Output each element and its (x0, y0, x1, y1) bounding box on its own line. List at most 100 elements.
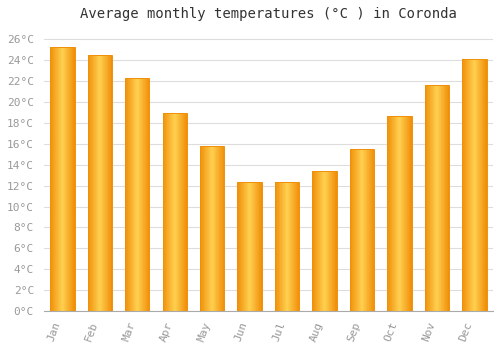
Bar (245, 182, 246, 311)
Bar (296, 182, 297, 311)
Bar (246, 182, 247, 311)
Bar (424, 85, 426, 311)
Bar (243, 182, 244, 311)
Bar (165, 113, 166, 311)
Bar (249, 182, 250, 311)
Bar (65, 47, 66, 311)
Bar (370, 149, 371, 311)
Bar (463, 60, 464, 311)
Bar (396, 116, 397, 311)
Bar (184, 113, 185, 311)
Bar (316, 171, 317, 311)
Bar (125, 78, 150, 311)
Bar (446, 85, 447, 311)
Bar (279, 182, 280, 311)
Bar (288, 182, 289, 311)
Bar (363, 149, 364, 311)
Bar (50, 47, 51, 311)
Bar (200, 146, 224, 311)
Bar (358, 149, 359, 311)
Bar (134, 78, 135, 311)
Bar (131, 78, 132, 311)
Bar (397, 116, 398, 311)
Bar (362, 149, 363, 311)
Bar (96, 55, 97, 311)
Bar (201, 146, 202, 311)
Bar (108, 55, 109, 311)
Bar (97, 55, 98, 311)
Bar (90, 55, 92, 311)
Bar (149, 78, 150, 311)
Bar (133, 78, 134, 311)
Bar (50, 47, 74, 311)
Bar (399, 116, 400, 311)
Bar (428, 85, 429, 311)
Bar (128, 78, 129, 311)
Bar (331, 171, 332, 311)
Bar (406, 116, 408, 311)
Bar (467, 60, 468, 311)
Bar (209, 146, 210, 311)
Bar (432, 85, 433, 311)
Bar (294, 182, 295, 311)
Bar (441, 85, 442, 311)
Bar (405, 116, 406, 311)
Bar (213, 146, 214, 311)
Bar (433, 85, 434, 311)
Bar (220, 146, 222, 311)
Bar (470, 60, 472, 311)
Bar (390, 116, 391, 311)
Bar (395, 116, 396, 311)
Bar (258, 182, 259, 311)
Bar (250, 182, 251, 311)
Bar (177, 113, 178, 311)
Bar (280, 182, 281, 311)
Bar (62, 47, 63, 311)
Bar (368, 149, 370, 311)
Bar (484, 60, 486, 311)
Bar (51, 47, 52, 311)
Bar (145, 78, 146, 311)
Bar (403, 116, 404, 311)
Bar (326, 171, 327, 311)
Bar (217, 146, 218, 311)
Bar (372, 149, 373, 311)
Bar (445, 85, 446, 311)
Bar (437, 85, 438, 311)
Bar (476, 60, 477, 311)
Bar (314, 171, 315, 311)
Bar (186, 113, 187, 311)
Bar (162, 113, 163, 311)
Bar (162, 113, 187, 311)
Bar (144, 78, 145, 311)
Bar (100, 55, 101, 311)
Bar (142, 78, 143, 311)
Bar (256, 182, 257, 311)
Bar (365, 149, 366, 311)
Bar (88, 55, 89, 311)
Bar (322, 171, 324, 311)
Bar (431, 85, 432, 311)
Bar (366, 149, 367, 311)
Bar (94, 55, 95, 311)
Bar (334, 171, 335, 311)
Bar (469, 60, 470, 311)
Bar (176, 113, 177, 311)
Bar (99, 55, 100, 311)
Bar (127, 78, 128, 311)
Bar (126, 78, 127, 311)
Bar (63, 47, 64, 311)
Bar (275, 182, 299, 311)
Bar (468, 60, 469, 311)
Bar (89, 55, 90, 311)
Bar (462, 60, 486, 311)
Bar (429, 85, 430, 311)
Bar (146, 78, 147, 311)
Bar (317, 171, 318, 311)
Bar (107, 55, 108, 311)
Bar (219, 146, 220, 311)
Bar (61, 47, 62, 311)
Bar (388, 116, 389, 311)
Bar (364, 149, 365, 311)
Bar (241, 182, 242, 311)
